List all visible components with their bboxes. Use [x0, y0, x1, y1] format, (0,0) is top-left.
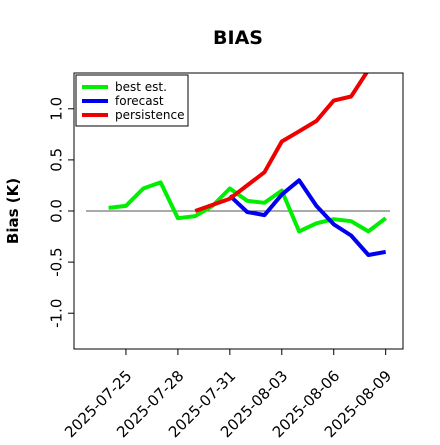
series-line-forecast — [228, 178, 387, 257]
y-tick-label: -0.5 — [47, 247, 65, 276]
y-tick-label: -1.0 — [47, 299, 65, 328]
series-layer — [108, 73, 387, 257]
y-tick-label: 0.0 — [47, 199, 65, 223]
series-line-best-est — [108, 180, 387, 234]
y-axis-label: Bias (K) — [4, 178, 22, 244]
chart-title: BIAS — [213, 27, 263, 49]
series-line-persistence — [194, 73, 369, 213]
legend-label: persistence — [115, 108, 184, 122]
legend-label: best est. — [115, 80, 167, 94]
y-tick-label: 0.5 — [47, 148, 65, 172]
y-axis: -1.0 -0.5 0.0 0.5 1.0 — [47, 97, 74, 328]
y-tick-label: 1.0 — [47, 97, 65, 121]
legend-label: forecast — [115, 94, 164, 108]
